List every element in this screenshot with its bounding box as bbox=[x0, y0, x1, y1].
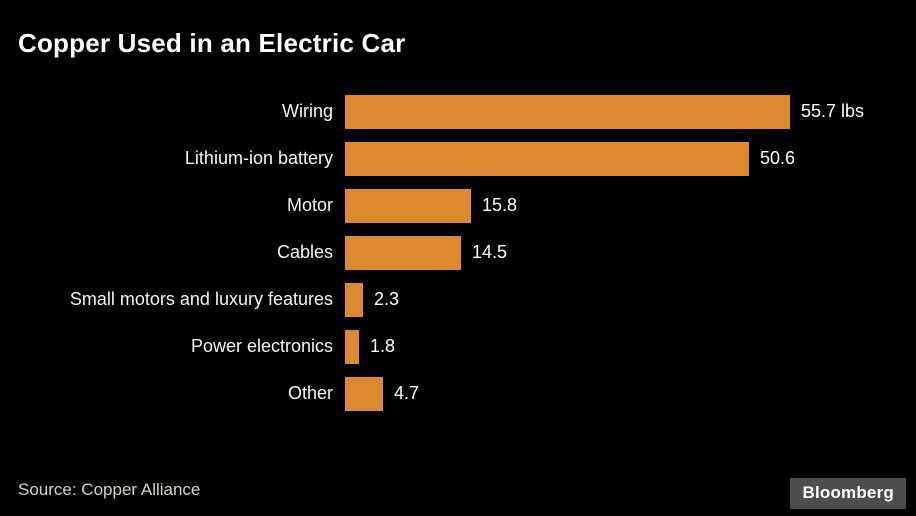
value-label: 1.8 bbox=[370, 336, 396, 356]
chart-row: Other 4.7 bbox=[0, 370, 916, 417]
bar-area: 50.6 bbox=[345, 141, 916, 176]
chart-title: Copper Used in an Electric Car bbox=[18, 28, 406, 58]
value-label: 4.7 bbox=[394, 383, 420, 403]
value-label: 15.8 bbox=[482, 195, 518, 215]
bar bbox=[345, 235, 461, 270]
bar bbox=[345, 94, 790, 129]
chart-row: Motor 15.8 bbox=[0, 182, 916, 229]
bar bbox=[345, 141, 749, 176]
bar bbox=[345, 376, 383, 411]
value-label: 14.5 bbox=[472, 242, 508, 262]
bar-area: 1.8 bbox=[345, 329, 916, 364]
value-label: 55.7 lbs bbox=[801, 101, 865, 121]
category-label: Wiring bbox=[281, 101, 333, 121]
category-label: Small motors and luxury features bbox=[69, 289, 333, 309]
chart-row: Power electronics 1.8 bbox=[0, 323, 916, 370]
category-label: Cables bbox=[276, 242, 333, 262]
category-label: Other bbox=[287, 383, 333, 403]
bar-area: 55.7 lbs bbox=[345, 94, 916, 129]
chart-row: Cables 14.5 bbox=[0, 229, 916, 276]
bar bbox=[345, 188, 471, 223]
bar-chart: Wiring 55.7 lbs Lithium-ion battery 50.6 Mot… bbox=[0, 88, 916, 417]
value-label: 50.6 bbox=[760, 148, 796, 168]
value-label: 2.3 bbox=[374, 289, 400, 309]
bar-area: 2.3 bbox=[345, 282, 916, 317]
bar-area: 14.5 bbox=[345, 235, 916, 270]
chart-row: Wiring 55.7 lbs bbox=[0, 88, 916, 135]
category-label: Motor bbox=[286, 195, 333, 215]
bloomberg-logo: Bloomberg bbox=[790, 478, 906, 509]
bar-area: 4.7 bbox=[345, 376, 916, 411]
category-label: Power electronics bbox=[190, 336, 333, 356]
bar bbox=[345, 282, 363, 317]
chart-row: Lithium-ion battery 50.6 bbox=[0, 135, 916, 182]
bar bbox=[345, 329, 359, 364]
source-attribution: Source: Copper Alliance bbox=[18, 480, 201, 499]
category-label: Lithium-ion battery bbox=[184, 148, 333, 168]
bar-area: 15.8 bbox=[345, 188, 916, 223]
chart-row: Small motors and luxury features 2.3 bbox=[0, 276, 916, 323]
